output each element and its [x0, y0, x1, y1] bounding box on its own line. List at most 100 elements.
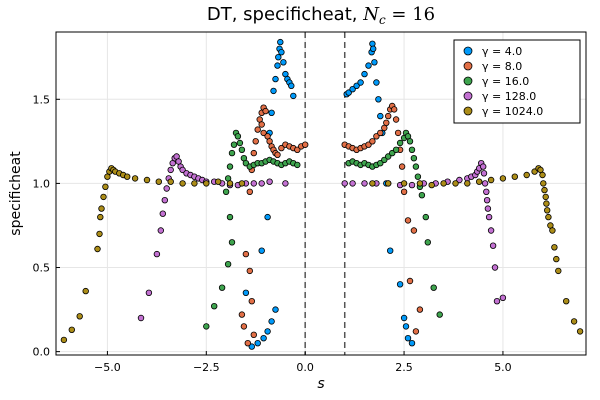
data-point: [400, 188, 408, 195]
data-point: [361, 180, 368, 187]
data-point: [398, 163, 406, 170]
data-point: [499, 175, 507, 182]
data-point: [483, 188, 490, 195]
data-point: [549, 227, 556, 234]
data-point: [179, 180, 186, 187]
data-point: [100, 193, 107, 201]
data-point: [416, 306, 424, 313]
data-point: [163, 185, 170, 192]
data-point: [258, 180, 265, 187]
data-point: [254, 126, 261, 133]
data-point: [412, 328, 420, 335]
data-point: [268, 318, 275, 325]
data-point: [262, 107, 269, 115]
data-point: [480, 170, 488, 177]
data-point: [226, 163, 234, 170]
data-point: [224, 261, 232, 268]
data-point: [396, 139, 404, 147]
data-point: [246, 188, 253, 195]
data-point: [539, 171, 546, 179]
data-point: [400, 180, 408, 187]
data-point: [487, 176, 495, 184]
data-point: [228, 149, 236, 157]
data-point: [275, 54, 282, 61]
legend-label: γ = 128.0: [482, 90, 536, 103]
data-point: [272, 75, 279, 83]
data-point: [248, 343, 255, 350]
data-point: [369, 180, 376, 187]
data-point: [487, 227, 495, 234]
data-point: [418, 191, 426, 199]
data-point: [137, 314, 145, 322]
data-point: [288, 82, 295, 89]
data-point: [145, 289, 153, 296]
legend-marker: [463, 106, 473, 116]
y-tick-label: 0.5: [33, 262, 51, 275]
data-points: [60, 38, 584, 350]
data-point: [369, 138, 376, 145]
legend-label: γ = 4.0: [482, 45, 522, 58]
plot-frame: [55, 31, 587, 356]
data-point: [258, 247, 265, 254]
data-point: [481, 180, 489, 187]
data-point: [563, 298, 570, 305]
title-suffix: = 16: [386, 4, 435, 25]
data-point: [60, 336, 68, 344]
data-point: [576, 328, 584, 335]
data-point: [167, 178, 174, 185]
data-point: [96, 230, 103, 238]
x-tick-label: −5.0: [94, 361, 121, 374]
data-point: [476, 178, 483, 185]
data-point: [422, 213, 429, 221]
data-point: [102, 183, 109, 190]
x-tick-label: −2.5: [193, 361, 220, 374]
data-point: [353, 82, 360, 89]
legend-marker: [463, 46, 473, 56]
data-point: [511, 173, 518, 180]
data-point: [373, 79, 380, 86]
data-point: [274, 62, 281, 69]
title-variable: N: [362, 4, 380, 25]
data-point: [485, 213, 493, 221]
data-point: [282, 180, 289, 187]
legend-label: γ = 8.0: [482, 60, 522, 73]
axis-ticks: −5.0 −2.5 0.0 2.5 5.0 0.0 0.5 1.0 1.5: [33, 93, 512, 374]
data-point: [377, 159, 384, 167]
data-point: [542, 193, 549, 201]
data-point: [371, 59, 378, 66]
data-point: [436, 311, 443, 318]
data-point: [402, 323, 410, 330]
data-point: [153, 250, 161, 258]
data-point: [248, 298, 255, 305]
data-point: [383, 119, 390, 126]
data-point: [218, 284, 226, 291]
data-point: [406, 138, 414, 145]
data-point: [98, 205, 105, 212]
data-point: [268, 109, 275, 116]
data-point: [290, 92, 297, 100]
data-point: [252, 138, 259, 145]
data-point: [226, 180, 234, 187]
data-point: [541, 186, 548, 194]
chart-title: DT, specificheat, Nc = 16: [207, 4, 435, 27]
data-point: [222, 188, 230, 195]
data-point: [294, 146, 301, 153]
data-point: [430, 284, 437, 291]
data-point: [365, 62, 372, 69]
x-tick-label: 0.0: [296, 361, 314, 374]
data-point: [523, 171, 530, 179]
data-point: [396, 281, 404, 288]
data-point: [414, 173, 422, 180]
data-point: [278, 144, 285, 152]
data-point: [370, 45, 377, 52]
data-point: [365, 141, 372, 148]
data-point: [210, 303, 218, 310]
data-point: [385, 153, 392, 160]
data-point: [377, 129, 384, 137]
data-point: [302, 141, 309, 148]
data-point: [97, 213, 104, 221]
data-point: [228, 239, 236, 246]
data-point: [203, 323, 210, 330]
legend-marker: [463, 61, 473, 71]
